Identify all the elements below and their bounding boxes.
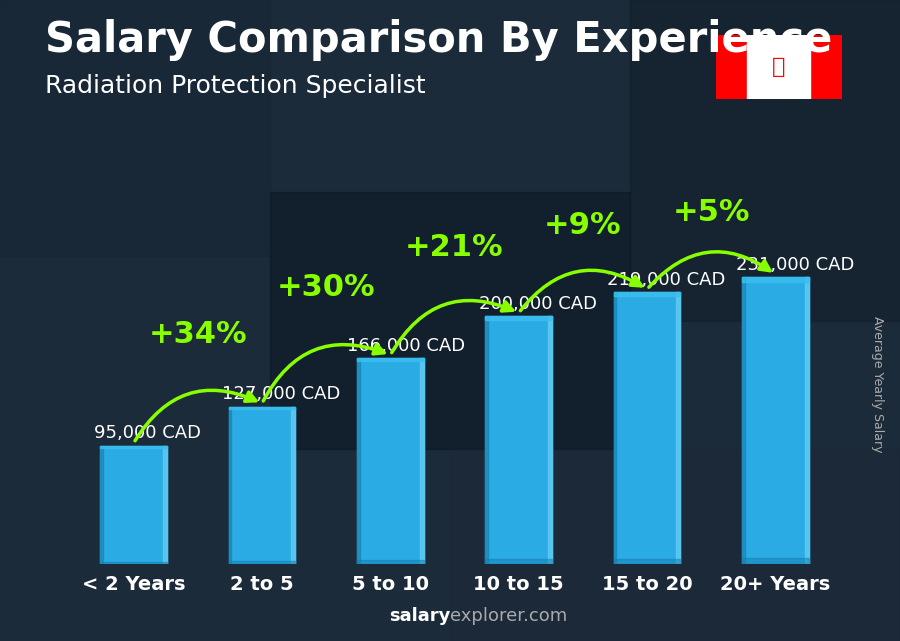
Bar [100,562,167,564]
Text: explorer.com: explorer.com [450,607,567,625]
Bar [805,278,809,564]
Bar [357,560,424,564]
Bar [229,406,231,564]
Bar [485,559,552,564]
Bar [810,35,842,99]
Bar [292,406,295,564]
Bar [614,292,680,564]
Bar [229,406,295,409]
Bar [419,358,424,564]
Text: +30%: +30% [277,273,375,303]
Bar [270,192,630,449]
Bar [229,561,295,564]
Text: Radiation Protection Specialist: Radiation Protection Specialist [45,74,426,97]
Bar [485,316,552,320]
Bar [548,316,552,564]
Text: +9%: +9% [544,212,622,240]
Bar [716,35,747,99]
Bar [163,446,167,564]
Text: 127,000 CAD: 127,000 CAD [222,385,340,403]
Text: 166,000 CAD: 166,000 CAD [346,337,464,355]
Text: 219,000 CAD: 219,000 CAD [608,271,725,289]
Text: 231,000 CAD: 231,000 CAD [735,256,854,274]
Bar [100,446,167,564]
Bar [485,316,488,564]
Bar [100,446,103,564]
Bar [747,35,810,99]
Bar [357,358,360,564]
Text: +34%: +34% [148,320,248,349]
Bar [742,558,809,564]
Text: +21%: +21% [405,233,504,262]
Bar [229,406,295,564]
Bar [100,446,167,448]
Text: 🍁: 🍁 [772,57,785,78]
Text: salary: salary [389,607,450,625]
Bar [450,449,900,641]
Bar [742,278,744,564]
Bar [630,0,900,320]
Text: 200,000 CAD: 200,000 CAD [479,295,597,313]
Bar [742,278,809,564]
Text: 95,000 CAD: 95,000 CAD [94,424,201,442]
Bar [614,292,617,564]
Bar [357,358,424,362]
Bar [485,316,552,564]
Bar [357,358,424,564]
Bar [0,0,270,256]
Text: Salary Comparison By Experience: Salary Comparison By Experience [45,19,832,62]
Text: +5%: +5% [672,199,750,228]
Bar [742,278,809,282]
Text: Average Yearly Salary: Average Yearly Salary [871,317,884,453]
Bar [614,292,680,296]
Bar [677,292,680,564]
Bar [614,559,680,564]
